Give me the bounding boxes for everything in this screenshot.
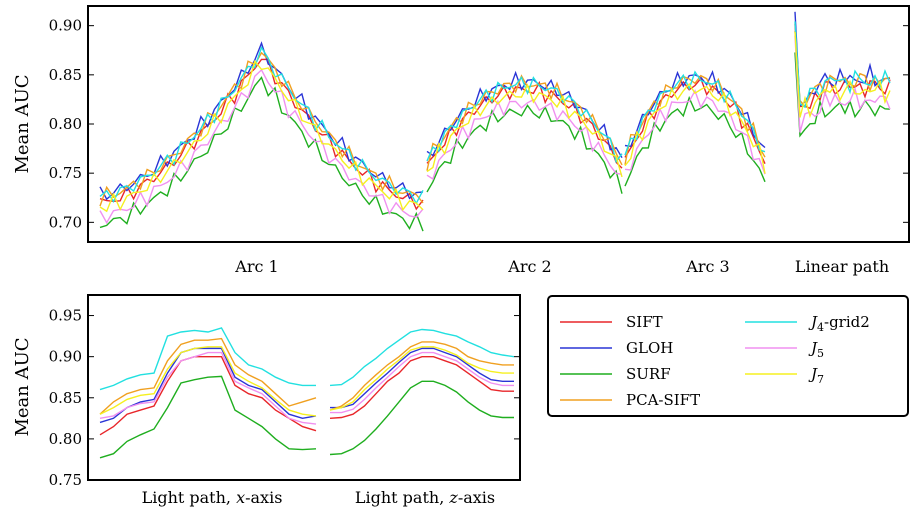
legend-label-main: PCA-SIFT — [626, 391, 700, 409]
series-line-j4-grid2 — [329, 328, 515, 387]
legend-label-sub: 4 — [817, 321, 824, 334]
legend-label: SIFT — [626, 313, 663, 331]
segment-label-pre: Light path, — [142, 488, 237, 507]
segment-label: Arc 3 — [685, 257, 729, 276]
legend-label: SURF — [626, 365, 671, 383]
legend-label-sub: 7 — [817, 373, 824, 386]
series-line-surf — [329, 380, 514, 456]
segment-label-post: -axis — [458, 488, 495, 507]
legend-label: GLOH — [626, 339, 673, 357]
legend-label: J5 — [808, 339, 824, 360]
series-line-j7 — [794, 31, 891, 119]
top-segment-labels: Arc 1 Arc 2 Arc 3 Linear path — [234, 257, 889, 276]
segment-label-pre: Light path, — [355, 488, 450, 507]
legend-label-main: SIFT — [626, 313, 663, 331]
series-line-j4-grid2 — [99, 327, 316, 391]
top-chart: 0.70 0.75 0.80 0.85 0.90 Arc 1 Arc 2 Arc 3 Line… — [12, 5, 910, 276]
y-tick-label: 0.80 — [49, 115, 82, 133]
y-tick-label: 0.85 — [49, 66, 82, 84]
bottom-series-lines — [99, 327, 515, 459]
y-tick-label: 0.75 — [49, 471, 82, 489]
series-line-sift — [99, 58, 424, 211]
segment-label: Arc 2 — [507, 257, 551, 276]
top-y-ticks: 0.70 0.75 0.80 0.85 0.90 — [49, 17, 909, 231]
series-line-pca-sift — [624, 74, 766, 165]
y-tick-label: 0.95 — [49, 307, 82, 325]
series-line-j5 — [624, 89, 766, 175]
segment-label-var: z — [448, 488, 458, 507]
segment-label: Linear path — [795, 257, 889, 276]
series-line-j7 — [99, 346, 317, 417]
series-line-pca-sift — [329, 341, 514, 411]
y-tick-label: 0.90 — [49, 348, 82, 366]
series-line-j7 — [329, 346, 514, 411]
series-line-j7 — [426, 83, 623, 178]
top-plot-frame — [87, 5, 910, 243]
series-line-surf — [794, 52, 891, 138]
legend-label-main: J — [808, 313, 818, 331]
bottom-y-ticks: 0.75 0.80 0.85 0.90 0.95 — [49, 307, 520, 489]
series-line-j5 — [426, 98, 623, 181]
legend-label-sub: 5 — [817, 347, 824, 360]
y-tick-label: 0.85 — [49, 389, 82, 407]
segment-label: Arc 1 — [234, 257, 278, 276]
series-line-surf — [99, 76, 424, 232]
series-line-gloh — [99, 347, 317, 424]
legend-box — [547, 295, 909, 417]
bottom-segment-labels: Light path, x-axis Light path, z-axis — [142, 488, 496, 507]
legend-label-main: GLOH — [626, 339, 673, 357]
series-line-pca-sift — [99, 337, 317, 415]
series-line-j7 — [99, 59, 424, 213]
y-tick-label: 0.70 — [49, 213, 82, 231]
segment-label-var: x — [236, 488, 245, 507]
series-line-j4-grid2 — [624, 70, 766, 156]
legend-label: PCA-SIFT — [626, 391, 700, 409]
legend-label-main: J — [808, 365, 818, 383]
series-line-surf — [99, 375, 317, 459]
series-line-j4-grid2 — [426, 75, 623, 164]
series-line-j4-grid2 — [794, 21, 891, 109]
series-line-j5 — [330, 351, 514, 414]
bottom-y-axis-label: Mean AUC — [12, 337, 33, 436]
top-y-axis-label: Mean AUC — [12, 74, 33, 173]
segment-label: Light path, z-axis — [355, 488, 495, 507]
legend-label-main: J — [808, 339, 818, 357]
series-line-gloh — [624, 69, 766, 149]
series-line-surf — [426, 104, 623, 194]
series-line-j7 — [624, 82, 766, 174]
legend-label-main: SURF — [626, 365, 671, 383]
legend-label: J7 — [808, 365, 824, 386]
y-tick-label: 0.75 — [49, 164, 82, 182]
bottom-chart: 0.750.800.850.900.95 Light path, x-axis L… — [12, 294, 521, 507]
series-line-sift — [329, 356, 514, 419]
legend-label: J4-grid2 — [808, 313, 870, 334]
series-line-gloh — [330, 347, 514, 409]
y-tick-label: 0.80 — [49, 430, 82, 448]
series-line-j5 — [99, 351, 317, 425]
top-series-lines — [99, 11, 891, 232]
series-line-sift — [99, 356, 317, 436]
segment-label-post: -axis — [245, 488, 282, 507]
segment-label: Light path, x-axis — [142, 488, 283, 507]
y-tick-label: 0.90 — [49, 17, 82, 35]
legend-label-post: -grid2 — [824, 313, 870, 331]
